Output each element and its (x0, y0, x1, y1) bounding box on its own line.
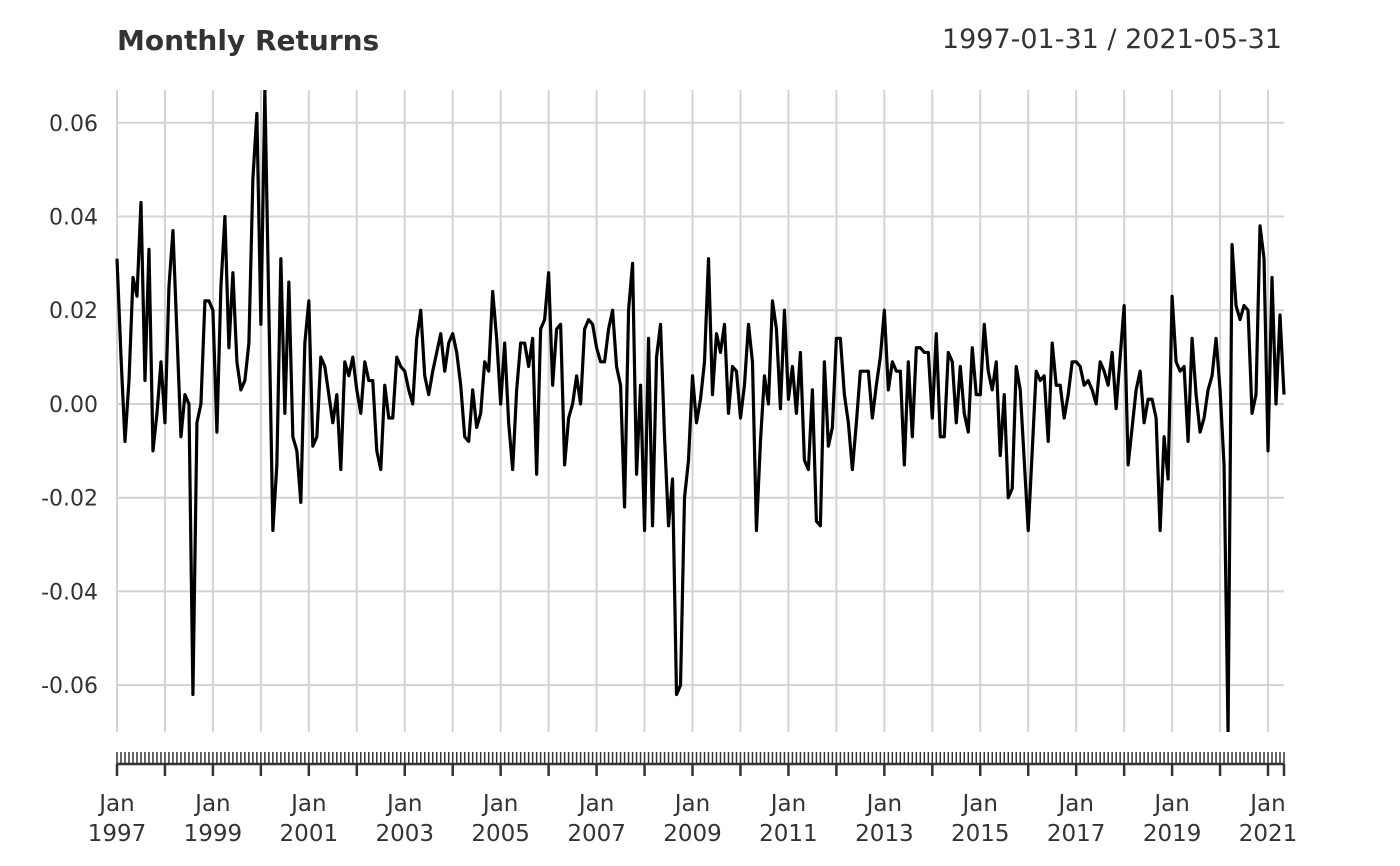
x-tick-year: 2001 (280, 821, 339, 847)
x-tick-month: Jan (481, 791, 518, 817)
date-range-label: 1997-01-31 / 2021-05-31 (942, 24, 1282, 55)
x-gridlines (116, 90, 1270, 732)
x-tick-label: Jan 2005 (471, 791, 530, 847)
x-tick-year: 1999 (184, 821, 243, 847)
x-tick-month: Jan (193, 791, 230, 817)
x-tick-year: 2009 (663, 821, 722, 847)
x-tick-year: 2011 (759, 821, 818, 847)
chart-title: Monthly Returns (117, 24, 379, 57)
x-tick-month: Jan (289, 791, 326, 817)
y-tick-label: -0.02 (41, 487, 98, 512)
x-tick-label: Jan 2017 (1047, 791, 1106, 847)
x-tick-label: Jan 2021 (1239, 791, 1298, 847)
y-tick-label: 0.00 (49, 393, 98, 418)
returns-series (115, 90, 1286, 732)
x-tick-year: 2003 (375, 821, 434, 847)
y-tick-label: 0.06 (49, 112, 98, 137)
y-tick-label: -0.06 (41, 674, 98, 699)
y-tick-label: 0.02 (49, 299, 98, 324)
x-tick-month: Jan (961, 791, 998, 817)
x-tick-month: Jan (1248, 791, 1285, 817)
x-tick-year: 2019 (1143, 821, 1202, 847)
x-tick-year: 2017 (1047, 821, 1106, 847)
x-tick-label: Jan 2007 (567, 791, 626, 847)
x-tick-labels: Jan 1997 Jan 1999 Jan 2001 Jan 2003 Jan 2005 Jan 20… (88, 791, 1298, 847)
x-tick-label: Jan 2003 (375, 791, 434, 847)
x-tick-year: 2005 (471, 821, 530, 847)
x-tick-month: Jan (97, 791, 134, 817)
x-tick-label: Jan 2013 (855, 791, 914, 847)
x-tick-month: Jan (577, 791, 614, 817)
x-tick-label: Jan 1999 (184, 791, 243, 847)
x-tick-label: Jan 2011 (759, 791, 818, 847)
y-tick-labels: 0.06 0.04 0.02 0.00 -0.02 -0.04 -0.06 (41, 112, 98, 699)
x-tick-month: Jan (865, 791, 902, 817)
x-tick-year: 1997 (88, 821, 147, 847)
x-tick-year: 2007 (567, 821, 626, 847)
x-tick-label: Jan 1997 (88, 791, 147, 847)
x-tick-year: 2015 (951, 821, 1010, 847)
x-tick-year: 2021 (1239, 821, 1298, 847)
x-tick-month: Jan (1056, 791, 1093, 817)
x-tick-month: Jan (673, 791, 710, 817)
x-axis (115, 752, 1286, 776)
x-tick-label: Jan 2009 (663, 791, 722, 847)
x-tick-month: Jan (385, 791, 422, 817)
x-tick-label: Jan 2019 (1143, 791, 1202, 847)
x-tick-month: Jan (1152, 791, 1189, 817)
x-tick-label: Jan 2015 (951, 791, 1010, 847)
y-tick-label: 0.04 (49, 206, 98, 231)
returns-line (115, 90, 1286, 732)
y-tick-label: -0.04 (41, 580, 98, 605)
x-tick-label: Jan 2001 (280, 791, 339, 847)
x-tick-year: 2013 (855, 821, 914, 847)
x-tick-month: Jan (769, 791, 806, 817)
